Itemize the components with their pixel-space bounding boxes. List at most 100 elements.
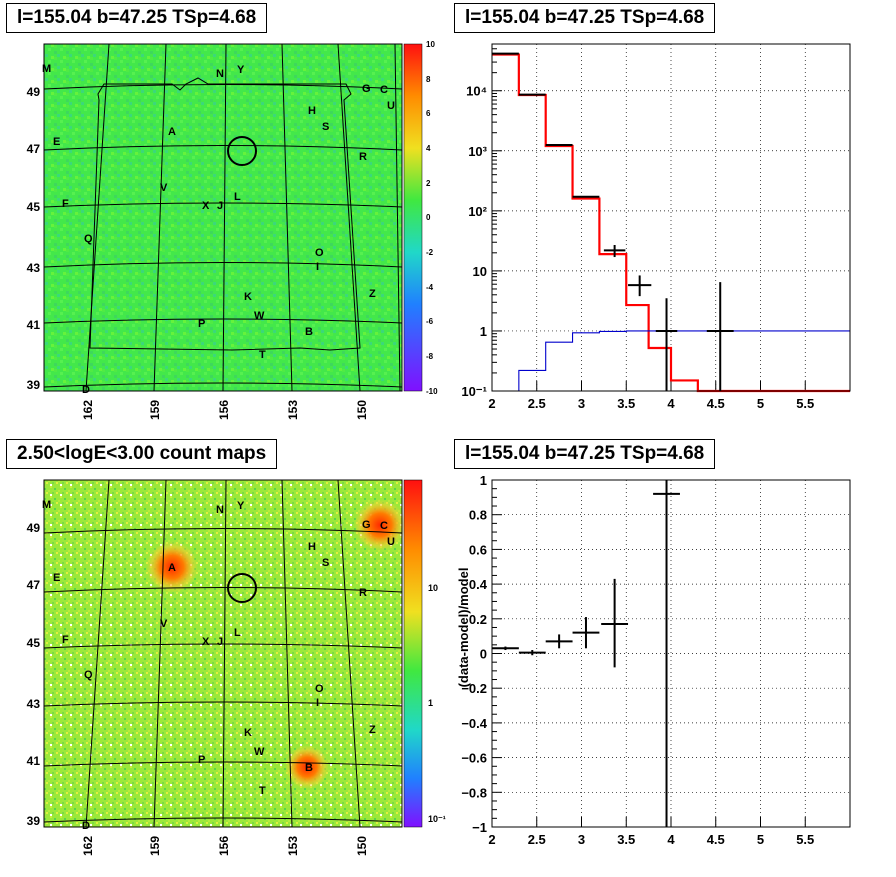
svg-text:H: H: [308, 105, 316, 117]
residual-svg: 2 2.5 3 3.5 4 4.5 5 5.5 1 0.8 0.6 0.4 0.2 0 −0.2 −0.4 −0…: [456, 473, 851, 847]
spectrum-y-tick-label: 10⁻¹: [461, 384, 487, 399]
svg-text:F: F: [62, 634, 69, 646]
ts-map-svg: M N Y G CU HS A E R V F XJ L Q O I K Z W P B T D 49 47…: [27, 40, 438, 420]
ts-cbar-tick: -2: [426, 248, 434, 257]
spectrum-x-tick-label: 3.5: [617, 396, 635, 411]
residual-y-tick-label: 0.8: [469, 508, 487, 523]
ts-colorbar: [403, 43, 423, 392]
count-y-tick: 45: [27, 636, 41, 650]
residual-x-tick-label: 2.5: [528, 832, 546, 847]
svg-text:J: J: [217, 636, 223, 648]
svg-text:Z: Z: [369, 724, 376, 736]
spectrum-x-tick-label: 2: [488, 396, 495, 411]
count-x-ticks: 162 159 156 153 150: [81, 836, 369, 856]
svg-text:L: L: [234, 627, 241, 639]
count-x-tick: 162: [81, 836, 95, 856]
count-cbar-tick: 10: [428, 583, 438, 593]
residual-point: [545, 634, 573, 649]
svg-text:T: T: [259, 785, 266, 797]
residual-x-tick-label: 4: [667, 832, 675, 847]
count-map-frame: [43, 479, 403, 828]
ts-cbar-tick: 4: [426, 144, 431, 153]
svg-text:I: I: [316, 697, 319, 709]
ts-map-frame: [43, 43, 403, 392]
ts-map-title: l=155.04 b=47.25 TSp=4.68: [6, 3, 268, 33]
target-circle: [227, 573, 257, 603]
count-cbar-tick: 10⁻¹: [428, 814, 446, 824]
residual-y-tick-label: 0.6: [469, 542, 487, 557]
svg-text:Q: Q: [84, 669, 93, 681]
ts-y-tick: 49: [27, 85, 41, 99]
svg-text:X: X: [202, 636, 210, 648]
svg-text:G: G: [362, 83, 371, 95]
svg-text:U: U: [387, 100, 395, 112]
spectrum-y-tick-label: 10: [473, 264, 487, 279]
svg-text:V: V: [160, 618, 168, 630]
count-cbar-tick: 1: [428, 698, 433, 708]
svg-text:T: T: [259, 349, 266, 361]
svg-text:S: S: [322, 557, 329, 569]
residual-frame: [491, 479, 851, 828]
count-x-tick: 150: [355, 836, 369, 856]
spectrum-x-tick-label: 5.5: [796, 396, 814, 411]
ts-cbar-tick: -8: [426, 352, 434, 361]
ts-y-tick: 47: [27, 142, 41, 156]
count-y-ticks: 49 47 45 43 41 39: [27, 521, 41, 828]
count-y-tick: 47: [27, 578, 41, 592]
spectrum-y-tick-label: 1: [480, 324, 487, 339]
residual-point: [601, 578, 629, 668]
spectrum-y-tick-label: 10³: [468, 144, 487, 159]
count-x-tick: 159: [148, 836, 162, 856]
svg-text:D: D: [82, 384, 90, 396]
ts-y-tick: 43: [27, 261, 41, 275]
spectrum-y-tick-label: 10²: [468, 204, 487, 219]
ts-y-tick: 41: [27, 318, 41, 332]
ts-colorbar-ticks: 10 8 6 4 2 0 -2 -4 -6 -8 -10: [426, 40, 438, 396]
spectrum-model-histogram: [492, 53, 850, 393]
svg-text:K: K: [244, 727, 252, 739]
svg-text:Q: Q: [84, 233, 93, 245]
count-map-title: 2.50<logE<3.00 count maps: [6, 439, 278, 469]
hotspot-gc: [354, 499, 406, 551]
residual-x-tick-label: 2: [488, 832, 495, 847]
count-y-tick: 49: [27, 521, 41, 535]
residual-grid: [491, 479, 850, 828]
count-y-tick: 39: [27, 814, 41, 828]
count-y-tick: 41: [27, 754, 41, 768]
svg-text:Y: Y: [237, 500, 245, 512]
svg-text:W: W: [254, 746, 265, 758]
spectrum-svg: 2 2.5 3 3.5 4 4.5 5 5.5 10⁻¹ 1 10 10² 10³ 10⁴: [461, 43, 851, 411]
svg-text:U: U: [387, 536, 395, 548]
svg-text:J: J: [217, 200, 223, 212]
ts-cbar-tick: 8: [426, 75, 431, 84]
count-y-tick: 43: [27, 697, 41, 711]
residual-y-tick-label: −0.2: [461, 681, 487, 696]
svg-text:W: W: [254, 310, 265, 322]
residual-x-tick-label: 5.5: [796, 832, 814, 847]
ts-cbar-tick: 2: [426, 179, 431, 188]
spectrum-axes: [491, 43, 806, 392]
spectrum-frame: [491, 43, 851, 392]
svg-text:V: V: [160, 182, 168, 194]
spectrum-x-tick-label: 4.5: [707, 396, 725, 411]
svg-text:A: A: [168, 126, 176, 138]
ts-x-ticks: 162 159 156 153 150: [81, 400, 369, 420]
ts-cbar-tick: 6: [426, 109, 431, 118]
svg-text:L: L: [234, 191, 241, 203]
spectrum-x-tick-label: 2.5: [528, 396, 546, 411]
svg-text:C: C: [380, 520, 388, 532]
count-x-tick: 153: [286, 836, 300, 856]
residual-x-tick-label: 3: [578, 832, 585, 847]
residual-y-tick-label: 0.4: [469, 577, 488, 592]
ts-cbar-tick: -6: [426, 317, 434, 326]
count-map-grid: [43, 479, 403, 828]
residual-point: [492, 646, 519, 651]
svg-text:B: B: [305, 326, 313, 338]
residual-point: [653, 480, 680, 827]
svg-text:G: G: [362, 519, 371, 531]
residual-y-tick-label: 1: [480, 473, 487, 488]
ts-cbar-tick: -10: [426, 387, 438, 396]
spectrum-y-tick-label: 10⁴: [466, 84, 487, 99]
spectrum-x-tick-label: 4: [667, 396, 675, 411]
